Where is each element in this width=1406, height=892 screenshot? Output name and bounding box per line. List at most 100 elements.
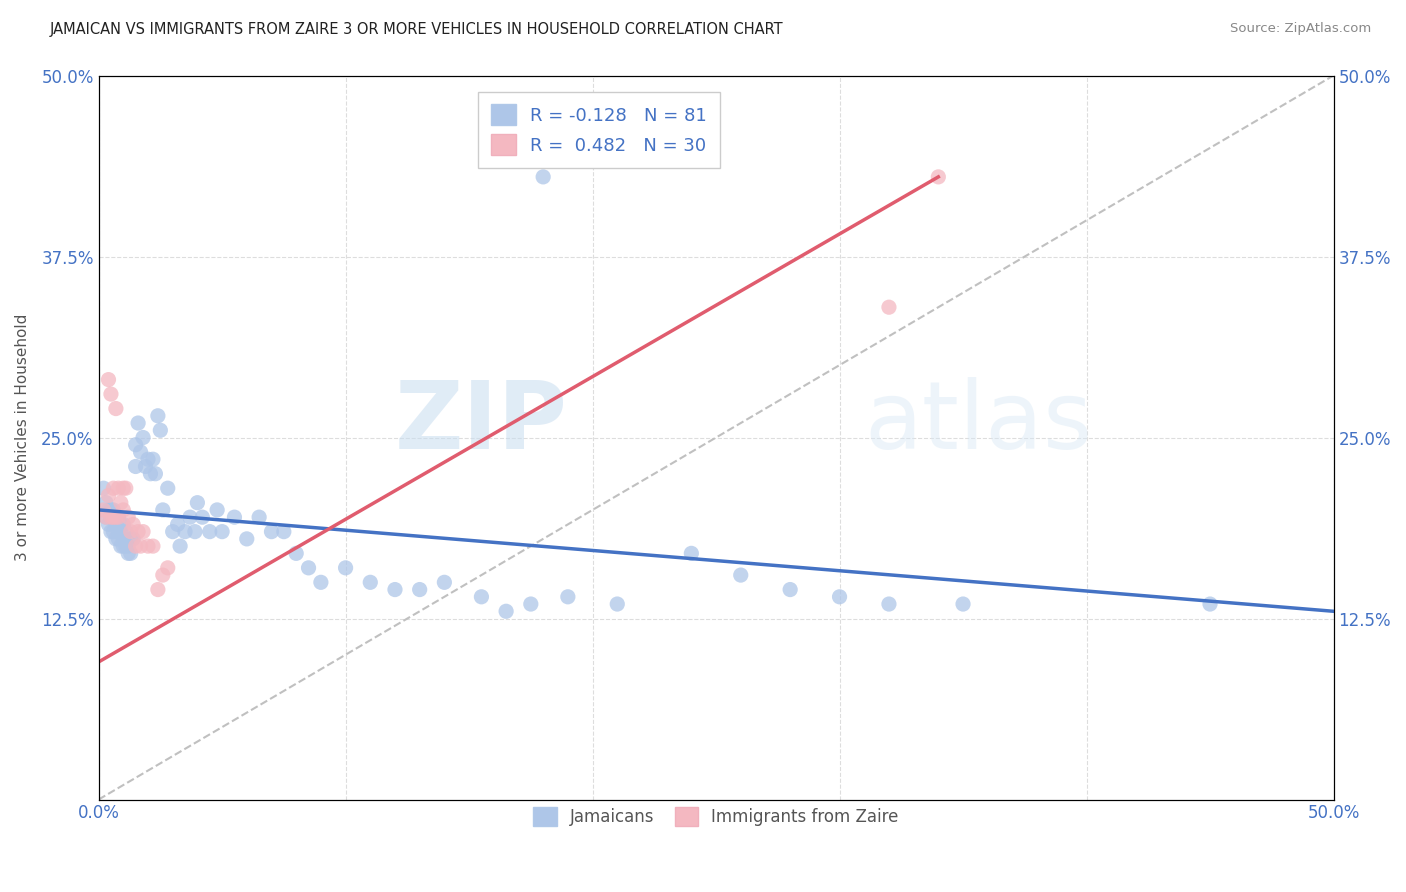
Point <box>162 524 184 539</box>
Point <box>120 546 142 560</box>
Point <box>94 510 117 524</box>
Point <box>114 481 136 495</box>
Point <box>495 604 517 618</box>
Text: Source: ZipAtlas.com: Source: ZipAtlas.com <box>1230 22 1371 36</box>
Point <box>127 524 149 539</box>
Point <box>93 481 115 495</box>
Text: atlas: atlas <box>865 377 1092 469</box>
Point <box>166 517 188 532</box>
Point <box>100 387 122 401</box>
Point <box>359 575 381 590</box>
Point <box>152 568 174 582</box>
Point <box>520 597 543 611</box>
Point <box>877 597 900 611</box>
Point <box>129 445 152 459</box>
Point <box>114 524 136 539</box>
Point <box>136 539 159 553</box>
Point <box>681 546 703 560</box>
Point <box>103 503 125 517</box>
Point <box>129 539 152 553</box>
Point <box>104 510 127 524</box>
Y-axis label: 3 or more Vehicles in Household: 3 or more Vehicles in Household <box>15 314 30 561</box>
Point <box>198 524 221 539</box>
Point <box>169 539 191 553</box>
Point <box>156 481 179 495</box>
Point <box>104 401 127 416</box>
Point <box>779 582 801 597</box>
Point <box>408 582 430 597</box>
Legend: Jamaicans, Immigrants from Zaire: Jamaicans, Immigrants from Zaire <box>524 798 907 835</box>
Point <box>606 597 628 611</box>
Point <box>107 510 129 524</box>
Point <box>110 517 132 532</box>
Point <box>103 510 125 524</box>
Point <box>124 539 146 553</box>
Text: JAMAICAN VS IMMIGRANTS FROM ZAIRE 3 OR MORE VEHICLES IN HOUSEHOLD CORRELATION CH: JAMAICAN VS IMMIGRANTS FROM ZAIRE 3 OR M… <box>49 22 783 37</box>
Point <box>191 510 214 524</box>
Point <box>100 503 122 517</box>
Point <box>124 459 146 474</box>
Point <box>142 452 165 467</box>
Point <box>124 438 146 452</box>
Point <box>297 561 319 575</box>
Point <box>104 517 127 532</box>
Point <box>132 430 155 444</box>
Point <box>730 568 752 582</box>
Point <box>433 575 456 590</box>
Point <box>247 510 270 524</box>
Text: ZIP: ZIP <box>395 377 568 469</box>
Point <box>236 532 259 546</box>
Point <box>132 524 155 539</box>
Point <box>184 524 207 539</box>
Point <box>107 510 129 524</box>
Point <box>104 510 127 524</box>
Point <box>107 481 129 495</box>
Point <box>112 539 135 553</box>
Point <box>135 459 157 474</box>
Point <box>112 532 135 546</box>
Point <box>211 524 233 539</box>
Point <box>107 532 129 546</box>
Point <box>384 582 406 597</box>
Point <box>97 488 120 502</box>
Point <box>103 524 125 539</box>
Point <box>110 539 132 553</box>
Point <box>260 524 283 539</box>
Point <box>117 539 139 553</box>
Point <box>205 503 228 517</box>
Point <box>152 503 174 517</box>
Point <box>100 524 122 539</box>
Point <box>97 517 120 532</box>
Point <box>877 300 900 314</box>
Point <box>285 546 308 560</box>
Point <box>145 467 167 481</box>
Point <box>186 496 208 510</box>
Point <box>112 503 135 517</box>
Point <box>146 409 169 423</box>
Point <box>110 496 132 510</box>
Point <box>117 510 139 524</box>
Point <box>94 496 117 510</box>
Point <box>110 524 132 539</box>
Point <box>927 169 949 184</box>
Point <box>557 590 579 604</box>
Point <box>117 546 139 560</box>
Point <box>224 510 246 524</box>
Point <box>114 539 136 553</box>
Point <box>309 575 332 590</box>
Point <box>127 416 149 430</box>
Point <box>470 590 492 604</box>
Point <box>107 524 129 539</box>
Point <box>100 510 122 524</box>
Point <box>156 561 179 575</box>
Point <box>93 503 115 517</box>
Point <box>828 590 851 604</box>
Point <box>1199 597 1222 611</box>
Point <box>120 524 142 539</box>
Point <box>120 532 142 546</box>
Point <box>97 373 120 387</box>
Point <box>179 510 201 524</box>
Point <box>97 503 120 517</box>
Point <box>142 539 165 553</box>
Point <box>531 169 554 184</box>
